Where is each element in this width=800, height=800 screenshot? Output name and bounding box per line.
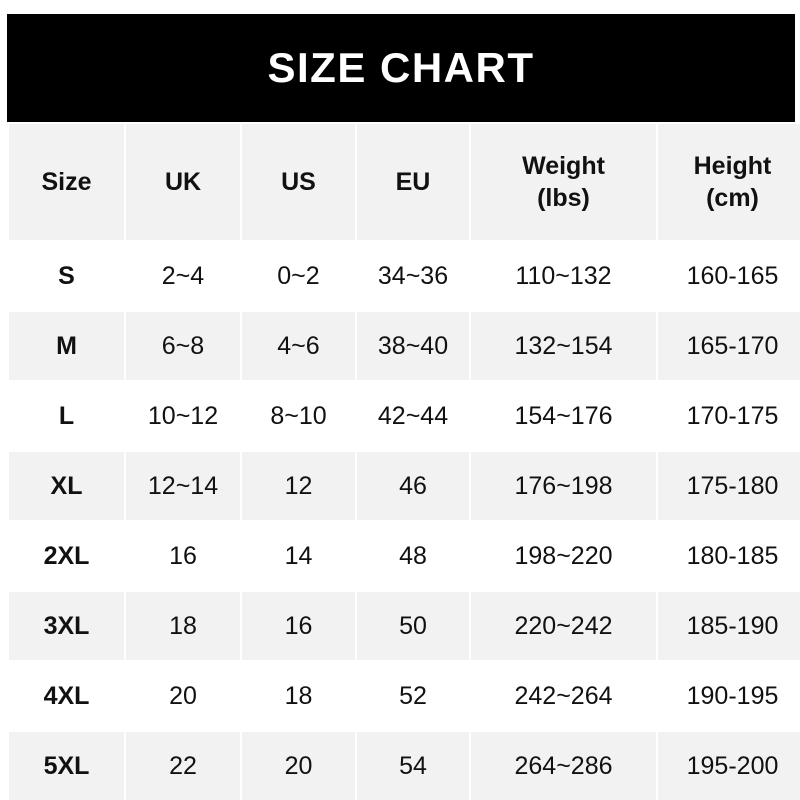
table-row: XL 12~14 12 46 176~198 175-180 (9, 452, 800, 520)
row-size-label: L (9, 382, 124, 450)
cell-us: 0~2 (242, 242, 355, 310)
column-header-uk-label: UK (164, 168, 202, 196)
column-header-weight-unit: (lbs) (537, 184, 590, 212)
column-header-uk: UK (126, 124, 240, 240)
cell-us: 18 (242, 662, 355, 730)
cell-weight: 176~198 (471, 452, 656, 520)
table-body: S 2~4 0~2 34~36 110~132 160-165 M 6~8 4~6 38~40 13… (9, 242, 800, 800)
row-size-label: 5XL (9, 732, 124, 800)
cell-height: 195-200 (658, 732, 800, 800)
cell-height: 180-185 (658, 522, 800, 590)
column-header-height: Height (cm) (658, 124, 800, 240)
table-row: 3XL 18 16 50 220~242 185-190 (9, 592, 800, 660)
table-row: 4XL 20 18 52 242~264 190-195 (9, 662, 800, 730)
row-size-label: M (9, 312, 124, 380)
row-size-label: 3XL (9, 592, 124, 660)
cell-uk: 12~14 (126, 452, 240, 520)
row-size-label: XL (9, 452, 124, 520)
cell-weight: 264~286 (471, 732, 656, 800)
column-header-eu: EU (357, 124, 469, 240)
cell-uk: 20 (126, 662, 240, 730)
size-chart-table: Size UK US EU Weight (lbs) Height (cm) (7, 122, 800, 800)
cell-height: 160-165 (658, 242, 800, 310)
cell-eu: 52 (357, 662, 469, 730)
cell-us: 14 (242, 522, 355, 590)
column-header-height-label: Height (693, 152, 772, 180)
column-header-weight-label: Weight (522, 152, 605, 180)
table-row: 2XL 16 14 48 198~220 180-185 (9, 522, 800, 590)
table-header: Size UK US EU Weight (lbs) Height (cm) (9, 124, 800, 240)
cell-uk: 6~8 (126, 312, 240, 380)
cell-uk: 10~12 (126, 382, 240, 450)
cell-uk: 16 (126, 522, 240, 590)
column-header-size: Size (9, 124, 124, 240)
cell-eu: 50 (357, 592, 469, 660)
cell-weight: 242~264 (471, 662, 656, 730)
column-header-us-label: US (281, 168, 316, 196)
table-row: 5XL 22 20 54 264~286 195-200 (9, 732, 800, 800)
cell-weight: 220~242 (471, 592, 656, 660)
column-header-size-label: Size (41, 168, 92, 196)
table-row: M 6~8 4~6 38~40 132~154 165-170 (9, 312, 800, 380)
cell-height: 175-180 (658, 452, 800, 520)
cell-uk: 2~4 (126, 242, 240, 310)
table-header-row: Size UK US EU Weight (lbs) Height (cm) (9, 124, 800, 240)
page-title: SIZE CHART (267, 44, 535, 91)
table-row: L 10~12 8~10 42~44 154~176 170-175 (9, 382, 800, 450)
cell-eu: 38~40 (357, 312, 469, 380)
row-size-label: 2XL (9, 522, 124, 590)
cell-eu: 42~44 (357, 382, 469, 450)
cell-us: 16 (242, 592, 355, 660)
cell-us: 12 (242, 452, 355, 520)
cell-height: 170-175 (658, 382, 800, 450)
cell-us: 8~10 (242, 382, 355, 450)
cell-eu: 34~36 (357, 242, 469, 310)
column-header-height-unit: (cm) (706, 184, 759, 212)
cell-weight: 154~176 (471, 382, 656, 450)
column-header-weight: Weight (lbs) (471, 124, 656, 240)
cell-weight: 198~220 (471, 522, 656, 590)
cell-weight: 110~132 (471, 242, 656, 310)
cell-height: 185-190 (658, 592, 800, 660)
cell-weight: 132~154 (471, 312, 656, 380)
column-header-eu-label: EU (395, 168, 431, 196)
cell-eu: 54 (357, 732, 469, 800)
cell-uk: 18 (126, 592, 240, 660)
cell-eu: 48 (357, 522, 469, 590)
column-header-us: US (242, 124, 355, 240)
cell-height: 165-170 (658, 312, 800, 380)
cell-height: 190-195 (658, 662, 800, 730)
cell-uk: 22 (126, 732, 240, 800)
row-size-label: S (9, 242, 124, 310)
cell-us: 4~6 (242, 312, 355, 380)
cell-us: 20 (242, 732, 355, 800)
table-row: S 2~4 0~2 34~36 110~132 160-165 (9, 242, 800, 310)
title-banner: SIZE CHART (7, 14, 795, 122)
cell-eu: 46 (357, 452, 469, 520)
row-size-label: 4XL (9, 662, 124, 730)
